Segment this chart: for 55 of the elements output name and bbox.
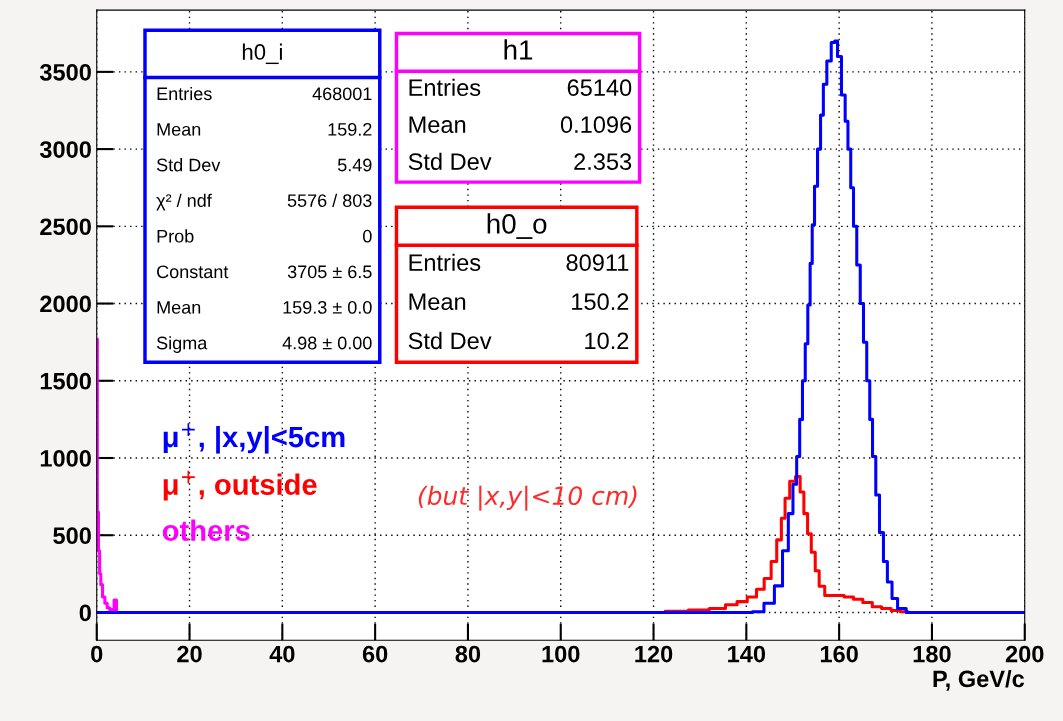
- text: μ$^{+}$, outside: [163, 470, 317, 501]
- annotation: Std Dev: [408, 152, 492, 170]
- annotation: Std Dev: [408, 331, 492, 350]
- annotation: Entries: [157, 86, 212, 101]
- y-tick-label: 2500: [40, 218, 91, 236]
- y-tick-label: 3000: [39, 141, 91, 158]
- x-tick-label: 80: [455, 645, 481, 663]
- y-tick-label: 2000: [40, 295, 91, 313]
- x-tick-label: 180: [913, 645, 951, 663]
- annotation: 150.2: [572, 293, 629, 311]
- annotation: 2.353: [574, 153, 632, 170]
- x-tick-label: 100: [542, 645, 580, 663]
- annotation: Mean: [157, 301, 201, 314]
- annotation: 159.2: [328, 122, 372, 136]
- y-tick-label: 1500: [40, 372, 91, 390]
- annotation: 4.98 ± 0.00: [282, 336, 372, 350]
- annotation: 5.49: [337, 158, 372, 172]
- x-tick-label: 40: [269, 645, 295, 663]
- annotation: 80911: [566, 254, 629, 272]
- annotation: h0_i: [242, 43, 282, 65]
- annotation: Mean: [409, 293, 466, 311]
- annotation: 5576 / 803: [287, 193, 372, 207]
- y-tick-label: 500: [53, 527, 91, 545]
- y-tick-label: 1000: [40, 450, 91, 467]
- annotation: Mean: [157, 123, 201, 136]
- y-tick-label: 3500: [39, 63, 91, 81]
- x-tick-label: 20: [177, 645, 202, 663]
- annotation: 0: [363, 229, 372, 243]
- x-tick-label: 160: [820, 645, 858, 663]
- annotation: Mean: [409, 116, 466, 134]
- x-tick-label: 120: [635, 645, 673, 663]
- annotation: χ² / ndf: [156, 193, 212, 211]
- x-tick-label: 140: [728, 645, 766, 663]
- x-tick-label: 0: [91, 645, 103, 663]
- annotation: (but |x,y|<10 cm): [418, 485, 637, 511]
- annotation: Std Dev: [156, 158, 221, 172]
- x-axis-title: P, GeV/c: [933, 669, 1025, 691]
- annotation: Prob: [157, 229, 194, 243]
- text: others: [162, 519, 250, 541]
- annotation: 468001: [312, 87, 372, 101]
- y-tick-label: 0: [79, 604, 91, 622]
- annotation: 0.1096: [560, 116, 632, 134]
- annotation: h0_o: [487, 213, 547, 239]
- annotation: 65140: [567, 79, 632, 97]
- annotation: 10.2: [585, 332, 629, 350]
- annotation: Entries: [409, 253, 481, 272]
- annotation: 159.3 ± 0.0: [283, 301, 372, 314]
- annotation: Sigma: [156, 336, 208, 353]
- annotation: h1: [504, 39, 533, 60]
- annotation: Entries: [409, 78, 481, 97]
- x-tick-label: 200: [1005, 645, 1044, 663]
- x-tick-label: 60: [362, 645, 388, 663]
- annotation: 3705 ± 6.5: [287, 265, 372, 279]
- text: μ$^{+}$, |x,y|<5cm: [163, 423, 345, 454]
- annotation: Constant: [157, 265, 229, 279]
